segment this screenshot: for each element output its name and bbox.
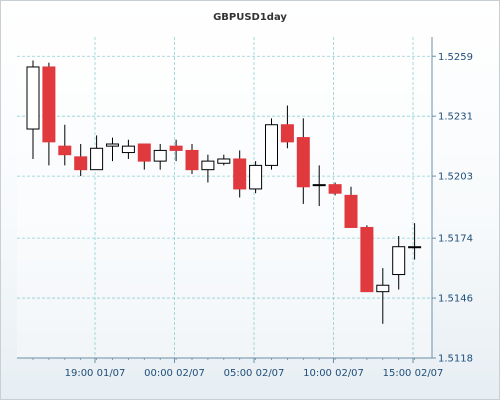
x-tick-label: 19:00 01/07 <box>65 368 126 379</box>
candle-down <box>296 118 310 204</box>
candle-body <box>121 145 135 154</box>
candle-body <box>90 147 104 171</box>
candle-up <box>392 236 406 290</box>
candle-up <box>249 161 263 194</box>
y-tick-label: 1.5259 <box>438 52 473 63</box>
candle-down <box>280 105 294 149</box>
candle-up <box>201 154 215 183</box>
candle-up <box>376 268 390 324</box>
candle-down <box>74 144 88 177</box>
candle-down <box>169 139 183 162</box>
plot-area <box>17 37 432 358</box>
candle-body <box>106 143 119 147</box>
candle-down <box>137 143 151 170</box>
x-tick-label: 05:00 02/07 <box>224 368 285 379</box>
x-tick-label: 10:00 02/07 <box>303 368 364 379</box>
candle-body <box>233 158 247 190</box>
candle-body <box>185 149 199 171</box>
axes <box>17 37 436 363</box>
candle-body <box>249 164 263 190</box>
candle-up <box>26 60 40 159</box>
candle-body <box>169 145 183 151</box>
y-tick-labels: 1.5118 1.5146 1.5174 1.5203 1.5231 1.5259 <box>438 52 473 365</box>
candle-body <box>344 194 358 228</box>
y-tick-label: 1.5203 <box>438 172 473 183</box>
x-tick-label: 15:00 02/07 <box>383 368 444 379</box>
candle-body <box>328 184 342 194</box>
chart-title: GBPUSD1day <box>213 12 287 23</box>
candle-body <box>265 124 278 166</box>
candle-down <box>58 124 72 166</box>
candle-up <box>121 139 135 159</box>
x-tick-label: 00:00 02/07 <box>144 368 205 379</box>
candle-body <box>201 160 215 171</box>
candle-body <box>360 226 374 293</box>
candle-down <box>360 225 374 293</box>
candle-down <box>344 186 358 228</box>
candle-body <box>376 284 390 293</box>
candle-up <box>90 135 104 171</box>
candles <box>26 60 422 324</box>
candle-body <box>296 137 310 188</box>
candle-down <box>328 182 342 196</box>
x-tick-labels: 19:00 01/07 00:00 02/07 05:00 02/07 10:00 0… <box>65 368 444 379</box>
candle-body <box>280 124 294 143</box>
candle-body <box>153 149 167 162</box>
candle-body <box>217 158 231 164</box>
candle-down <box>185 144 199 174</box>
candle-body <box>312 184 326 187</box>
grid-lines <box>17 37 432 358</box>
y-tick-label: 1.5118 <box>438 354 473 365</box>
candle-down <box>42 62 56 166</box>
candle-body <box>137 143 151 162</box>
y-tick-label: 1.5146 <box>438 294 473 305</box>
candle-up <box>217 154 231 166</box>
candle-up <box>312 165 326 207</box>
candle-body <box>42 66 56 143</box>
candle-up <box>153 144 167 170</box>
candle-up <box>106 137 119 162</box>
y-tick-label: 1.5231 <box>438 112 473 123</box>
candle-up <box>408 223 422 260</box>
candle-up <box>265 118 278 170</box>
candle-body <box>58 145 72 156</box>
candle-down <box>233 150 247 198</box>
candle-body <box>74 156 88 171</box>
candle-body <box>408 246 422 249</box>
candle-body <box>392 246 406 276</box>
candle-body <box>26 66 40 130</box>
y-tick-label: 1.5174 <box>438 234 473 245</box>
